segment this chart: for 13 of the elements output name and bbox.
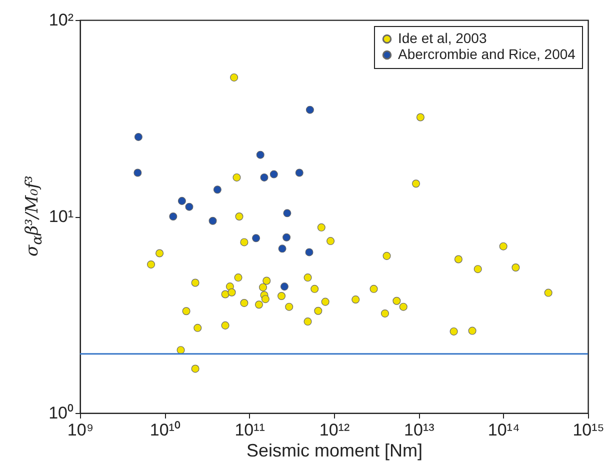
x-tick-label: 10¹² (319, 420, 350, 440)
legend-label: Ide et al, 2003 (398, 30, 487, 46)
x-axis-title: Seismic moment [Nm] (246, 440, 423, 460)
x-tick-label: 10¹³ (404, 420, 435, 440)
x-tick-label: 10⁹ (67, 420, 94, 440)
x-tick-label: 10¹⁰ (150, 420, 180, 440)
x-tick-label: 10¹¹ (234, 420, 266, 440)
x-tick-label: 10¹⁵ (572, 420, 604, 440)
legend-label: Abercrombie and Rice, 2004 (398, 46, 576, 62)
y-tick-label: 10² (48, 10, 74, 30)
y-tick-label: 10⁰ (48, 404, 74, 422)
y-tick-label: 10¹ (48, 207, 74, 226)
x-tick-label: 10¹⁴ (488, 420, 520, 440)
